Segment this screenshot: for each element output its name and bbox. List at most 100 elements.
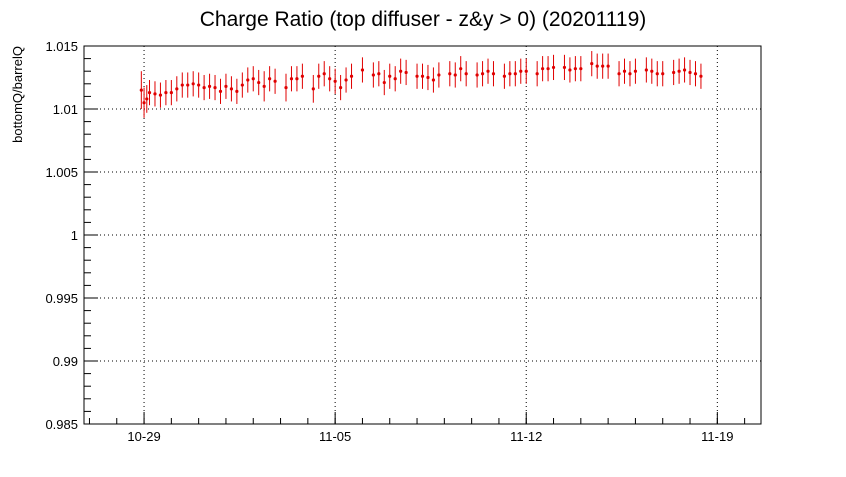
data-point bbox=[147, 91, 152, 95]
data-point bbox=[300, 74, 304, 78]
data-point bbox=[139, 88, 143, 92]
data-point bbox=[650, 69, 654, 73]
data-point bbox=[541, 67, 545, 71]
data-point bbox=[284, 85, 288, 90]
data-point bbox=[693, 72, 698, 76]
data-point bbox=[437, 73, 441, 77]
data-point bbox=[251, 77, 255, 81]
grid bbox=[84, 46, 761, 424]
data-point bbox=[622, 69, 627, 73]
data-point bbox=[145, 97, 149, 101]
data-point bbox=[633, 69, 638, 73]
data-point bbox=[535, 72, 539, 76]
data-point bbox=[268, 77, 272, 81]
data-point bbox=[480, 72, 485, 76]
data-point bbox=[486, 69, 490, 73]
data-point bbox=[677, 69, 681, 73]
data-point bbox=[655, 72, 659, 76]
x-tick-label: 10-29 bbox=[127, 429, 160, 444]
data-point bbox=[404, 70, 408, 75]
data-point bbox=[235, 89, 239, 93]
y-tick-label: 0.99 bbox=[53, 354, 78, 369]
data-point bbox=[207, 84, 212, 88]
data-point bbox=[459, 67, 463, 71]
data-point bbox=[224, 84, 228, 88]
data-point bbox=[661, 72, 665, 76]
data-point bbox=[420, 74, 425, 78]
data-point bbox=[568, 68, 572, 72]
data-point bbox=[551, 65, 556, 70]
data-point bbox=[322, 72, 326, 76]
data-point bbox=[573, 67, 577, 71]
data-point bbox=[590, 62, 594, 66]
data-point bbox=[333, 79, 337, 83]
data-point bbox=[246, 78, 250, 82]
data-point bbox=[579, 67, 583, 71]
data-series bbox=[139, 51, 703, 118]
data-point bbox=[601, 64, 605, 68]
data-point bbox=[377, 72, 381, 76]
data-point bbox=[197, 83, 201, 87]
data-point bbox=[328, 77, 332, 81]
data-point bbox=[371, 73, 375, 77]
data-point bbox=[169, 91, 173, 95]
data-point bbox=[546, 67, 550, 71]
data-point bbox=[175, 87, 179, 91]
x-tick-label: 11-19 bbox=[701, 429, 733, 444]
data-point bbox=[562, 65, 567, 70]
data-point bbox=[491, 72, 496, 76]
data-point bbox=[360, 68, 365, 72]
data-point bbox=[273, 79, 277, 83]
data-point bbox=[431, 78, 436, 82]
data-point bbox=[426, 75, 430, 80]
data-point bbox=[153, 92, 157, 96]
data-point bbox=[448, 72, 452, 76]
data-point bbox=[164, 91, 168, 95]
data-point bbox=[240, 83, 244, 87]
data-point bbox=[415, 74, 419, 78]
data-point bbox=[475, 73, 479, 77]
data-point bbox=[388, 74, 392, 78]
data-point bbox=[349, 74, 354, 78]
data-point bbox=[688, 70, 692, 75]
data-point bbox=[202, 85, 206, 90]
plot-frame bbox=[83, 45, 762, 425]
data-point bbox=[262, 84, 266, 88]
data-point bbox=[218, 89, 223, 93]
data-point bbox=[617, 72, 621, 76]
data-point bbox=[682, 68, 687, 72]
data-point bbox=[606, 64, 610, 68]
data-point bbox=[311, 87, 315, 91]
y-axis-label: bottomQ/barrelQ bbox=[10, 46, 25, 143]
data-point bbox=[142, 101, 146, 105]
data-point bbox=[186, 83, 190, 87]
data-point bbox=[644, 68, 648, 72]
data-point bbox=[502, 74, 506, 78]
data-point bbox=[628, 72, 632, 76]
axes: 0.985 0.99 0.995 1 1.005 1.01 1.015 10-29 11-05 1… bbox=[45, 39, 746, 444]
data-point bbox=[344, 78, 348, 82]
data-point bbox=[257, 80, 261, 85]
data-point bbox=[393, 77, 397, 81]
data-point bbox=[508, 72, 512, 76]
data-point bbox=[513, 72, 517, 76]
x-tick-label: 11-12 bbox=[510, 429, 542, 444]
y-tick-label: 1.015 bbox=[45, 39, 78, 54]
chart-title: Charge Ratio (top diffuser - z&y > 0) (2… bbox=[200, 8, 647, 31]
data-point bbox=[524, 69, 528, 73]
data-point bbox=[672, 70, 676, 75]
y-tick-label: 1.005 bbox=[45, 165, 78, 180]
data-point bbox=[295, 77, 299, 81]
data-point bbox=[519, 69, 523, 73]
data-point bbox=[399, 69, 403, 73]
data-point bbox=[464, 72, 468, 76]
data-point bbox=[289, 77, 294, 81]
data-point bbox=[382, 80, 386, 85]
y-tick-label: 1.01 bbox=[53, 102, 78, 117]
data-point bbox=[229, 87, 234, 91]
y-tick-label: 0.995 bbox=[45, 291, 78, 306]
data-point bbox=[595, 64, 599, 68]
data-point bbox=[453, 73, 457, 77]
